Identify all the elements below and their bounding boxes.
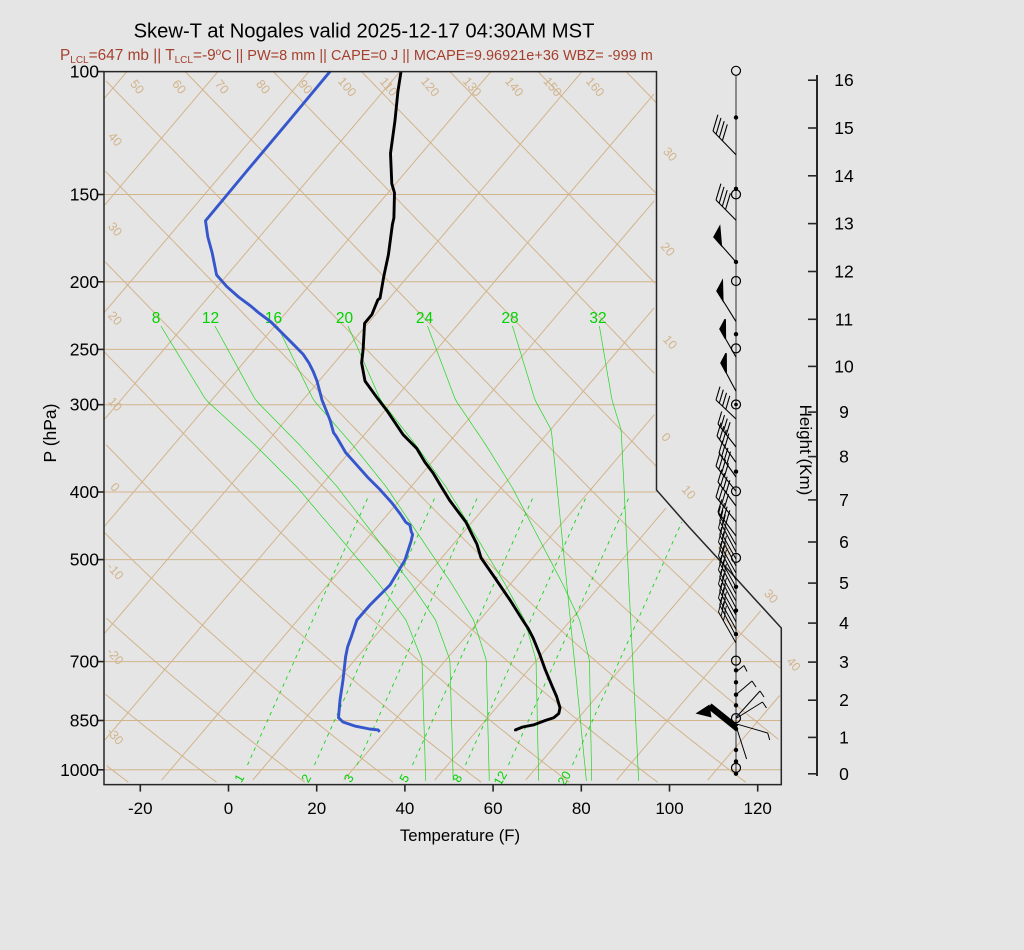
svg-text:120: 120 <box>418 74 442 99</box>
svg-text:30: 30 <box>660 144 680 164</box>
svg-text:8: 8 <box>839 447 849 467</box>
svg-text:250: 250 <box>70 339 99 359</box>
svg-text:6: 6 <box>839 532 849 552</box>
svg-text:0: 0 <box>224 799 233 818</box>
svg-text:1: 1 <box>232 772 248 785</box>
svg-text:10: 10 <box>834 356 854 376</box>
svg-text:40: 40 <box>784 654 804 674</box>
svg-text:100: 100 <box>335 74 359 99</box>
svg-text:20: 20 <box>336 310 354 327</box>
svg-text:10: 10 <box>105 394 125 414</box>
svg-text:80: 80 <box>572 799 591 818</box>
svg-text:400: 400 <box>70 482 99 502</box>
svg-text:5: 5 <box>839 573 849 593</box>
svg-text:28: 28 <box>501 310 518 327</box>
svg-text:P (hPa): P (hPa) <box>40 403 60 462</box>
svg-text:150: 150 <box>70 185 99 205</box>
svg-text:1: 1 <box>839 727 849 747</box>
svg-text:2: 2 <box>839 690 849 710</box>
svg-text:40: 40 <box>395 799 414 818</box>
svg-text:40: 40 <box>105 129 125 149</box>
svg-text:4: 4 <box>839 613 849 633</box>
svg-text:50: 50 <box>127 77 147 97</box>
svg-text:300: 300 <box>70 395 99 415</box>
svg-text:14: 14 <box>834 166 854 186</box>
svg-text:2: 2 <box>299 772 315 785</box>
svg-text:20: 20 <box>658 239 678 259</box>
svg-text:12: 12 <box>834 262 853 282</box>
svg-text:70: 70 <box>212 77 232 97</box>
svg-text:Height (Km): Height (Km) <box>796 405 815 496</box>
svg-text:30: 30 <box>105 219 125 239</box>
svg-text:24: 24 <box>416 310 434 327</box>
svg-text:Skew-T at Nogales valid 2025-1: Skew-T at Nogales valid 2025-12-17 04:30… <box>134 21 595 43</box>
svg-text:15: 15 <box>834 118 853 138</box>
svg-text:7: 7 <box>839 490 849 510</box>
svg-text:12: 12 <box>202 310 219 327</box>
svg-text:-30: -30 <box>104 725 127 748</box>
svg-text:200: 200 <box>70 272 99 292</box>
svg-text:80: 80 <box>253 77 273 97</box>
svg-text:-10: -10 <box>104 560 127 583</box>
svg-text:500: 500 <box>70 550 99 570</box>
svg-text:160: 160 <box>583 74 607 99</box>
svg-text:9: 9 <box>839 402 849 422</box>
svg-text:20: 20 <box>105 308 125 328</box>
svg-text:16: 16 <box>834 70 853 90</box>
svg-text:30: 30 <box>761 586 781 606</box>
svg-text:0: 0 <box>658 430 673 445</box>
svg-text:0: 0 <box>839 764 849 784</box>
svg-text:11: 11 <box>835 309 853 329</box>
svg-text:140: 140 <box>502 74 526 99</box>
svg-text:60: 60 <box>169 77 189 97</box>
svg-text:5: 5 <box>397 772 413 785</box>
svg-text:16: 16 <box>265 310 282 327</box>
svg-text:32: 32 <box>589 310 606 327</box>
svg-text:13: 13 <box>834 214 853 234</box>
svg-text:10: 10 <box>679 482 699 502</box>
svg-text:8: 8 <box>152 310 161 327</box>
svg-text:100: 100 <box>655 799 683 818</box>
svg-text:850: 850 <box>70 711 99 731</box>
svg-text:3: 3 <box>839 652 849 672</box>
svg-text:PLCL=647 mb || TLCL=-9oC || PW: PLCL=647 mb || TLCL=-9oC || PW=8 mm || C… <box>60 47 653 66</box>
svg-text:10: 10 <box>660 332 680 352</box>
svg-text:-20: -20 <box>128 799 153 818</box>
svg-text:Temperature (F): Temperature (F) <box>400 826 520 845</box>
svg-text:-20: -20 <box>104 645 127 668</box>
svg-text:1000: 1000 <box>60 760 99 780</box>
svg-text:100: 100 <box>70 62 99 82</box>
svg-text:120: 120 <box>744 799 772 818</box>
svg-text:700: 700 <box>70 652 99 672</box>
svg-text:12: 12 <box>491 769 510 788</box>
svg-text:60: 60 <box>484 799 503 818</box>
svg-text:20: 20 <box>555 769 574 788</box>
svg-text:8: 8 <box>450 772 466 785</box>
svg-text:20: 20 <box>307 799 326 818</box>
svg-text:130: 130 <box>460 74 484 99</box>
